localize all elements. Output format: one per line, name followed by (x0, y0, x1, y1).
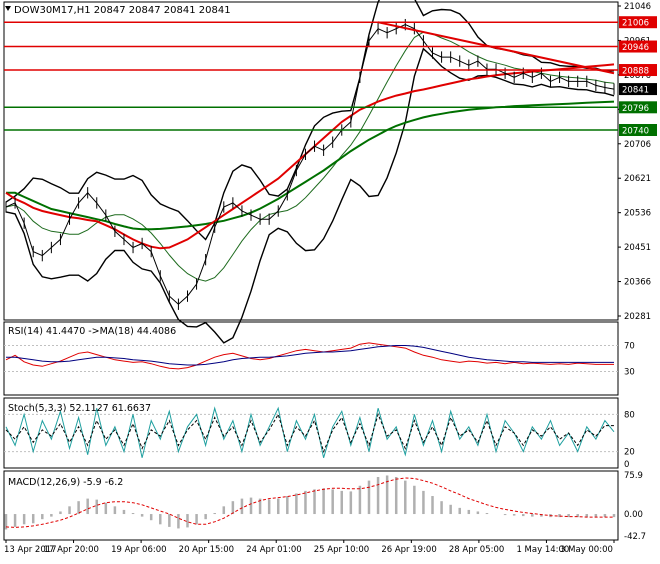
rsi-title: RSI(14) 41.4470 ->MA(18) 44.4086 (8, 326, 176, 337)
rsi-tick-label: 30 (624, 368, 635, 378)
level-tag-20740 (619, 124, 657, 136)
x-tick-label: 1 May 14:00 (516, 545, 569, 555)
rsi-ma-line (6, 345, 614, 366)
level-label-20888: 20888 (622, 67, 649, 77)
rsi-tick-label: 70 (624, 342, 635, 352)
x-tick-label: 13 Apr 2017 (4, 545, 57, 555)
macd-signal-line (5, 477, 614, 528)
x-tick-label: 24 Apr 01:00 (246, 545, 301, 555)
ma-long-green-line (6, 100, 615, 231)
level-label-20946: 20946 (622, 43, 649, 53)
y-tick-label: 20536 (624, 209, 651, 219)
y-tick-label: 20281 (624, 312, 651, 322)
stoch-tick-label: 20 (624, 448, 635, 458)
stoch-signal-line (5, 412, 614, 454)
macd-tick-label: 0.00 (624, 510, 643, 520)
x-tick-label: 26 Apr 19:00 (381, 545, 436, 555)
stoch-tick-label: 80 (624, 410, 635, 420)
x-tick-label: 19 Apr 06:00 (111, 545, 166, 555)
bollinger-middle (5, 31, 615, 282)
price-line (5, 24, 615, 305)
y-tick-label: 20451 (624, 243, 651, 253)
x-tick-label: 17 Apr 20:00 (44, 545, 99, 555)
level-tag-20796 (619, 101, 657, 114)
current-price-tag (619, 83, 657, 96)
x-tick-label: 3 May 00:00 (560, 545, 613, 555)
level-tag-20946 (619, 40, 657, 53)
level-tag-21006 (619, 16, 657, 29)
y-tick-label: 20366 (624, 278, 651, 288)
bollinger-lower (5, 47, 615, 344)
stoch-title: Stoch(5,3,3) 52.1127 61.6637 (8, 403, 151, 414)
current-price-label: 20841 (622, 86, 649, 96)
level-label-20740: 20740 (622, 127, 649, 137)
x-tick-label: 28 Apr 05:00 (449, 545, 504, 555)
y-tick-label: 21046 (624, 2, 651, 12)
y-tick-label: 20621 (624, 174, 651, 184)
x-tick-label: 25 Apr 10:00 (314, 545, 369, 555)
pane-frame-stoch (3, 397, 619, 469)
pane-frame-main (3, 1, 619, 321)
level-label-21006: 21006 (622, 19, 649, 29)
descending-trendline (377, 21, 615, 75)
level-label-20796: 20796 (622, 104, 649, 114)
collapse-triangle-icon (5, 6, 11, 11)
stoch-main-line (5, 406, 615, 458)
macd-tick-label: -42.7 (624, 532, 646, 542)
stoch-tick-label: 0 (624, 460, 629, 470)
symbol-header: DOW30M17,H1 20847 20847 20841 20841 (14, 5, 231, 16)
y-tick-label: 20706 (624, 140, 651, 150)
x-tick-label: 20 Apr 15:00 (179, 545, 234, 555)
pane-frame-rsi (3, 321, 619, 396)
level-tag-20888 (619, 64, 657, 77)
macd-title: MACD(12,26,9) -5.9 -6.2 (8, 477, 123, 488)
macd-tick-label: 75.9 (624, 471, 643, 481)
